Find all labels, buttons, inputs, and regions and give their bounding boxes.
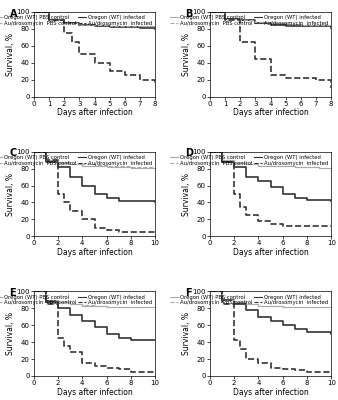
X-axis label: Days after infection: Days after infection [57, 248, 132, 257]
Y-axis label: Survival, %: Survival, % [6, 312, 15, 355]
Text: B: B [186, 9, 193, 19]
X-axis label: Days after infection: Days after infection [233, 388, 308, 396]
Text: F: F [186, 288, 192, 298]
Y-axis label: Survival, %: Survival, % [182, 172, 191, 216]
Y-axis label: Survival, %: Survival, % [182, 312, 191, 355]
Legend: Oregon (WT) PBS control, Au/drosomycin  PBS control, Oregon (WT) infected, Au/dr: Oregon (WT) PBS control, Au/drosomycin P… [170, 154, 329, 166]
Legend: Oregon (WT) PBS control, Au/drosomycin  PBS control, Oregon (WT) infected, Au/dr: Oregon (WT) PBS control, Au/drosomycin P… [170, 15, 329, 26]
X-axis label: Days after infection: Days after infection [57, 108, 132, 117]
Y-axis label: Survival, %: Survival, % [6, 172, 15, 216]
Legend: Oregon (WT) PBS control, Au/drosomycin  PBS control, Oregon (WT) infected, Au/dr: Oregon (WT) PBS control, Au/drosomycin P… [170, 294, 329, 306]
Legend: Oregon (WT) PBS control, Au/drosomycin  PBS control, Oregon (WT) infected, Au/dr: Oregon (WT) PBS control, Au/drosomycin P… [0, 294, 152, 306]
Legend: Oregon (WT) PBS control, Au/drosomycin  PBS control, Oregon (WT) infected, Au/dr: Oregon (WT) PBS control, Au/drosomycin P… [0, 154, 152, 166]
Text: A: A [9, 9, 17, 19]
Text: D: D [186, 148, 194, 158]
X-axis label: Days after infection: Days after infection [57, 388, 132, 396]
Legend: Oregon (WT) PBS control, Au/drosomycin  PBS control, Oregon (WT) infected, Au/dr: Oregon (WT) PBS control, Au/drosomycin P… [0, 15, 152, 26]
Text: C: C [9, 148, 17, 158]
Text: E: E [9, 288, 16, 298]
Y-axis label: Survival, %: Survival, % [6, 33, 15, 76]
Y-axis label: Survival, %: Survival, % [182, 33, 191, 76]
X-axis label: Days after infection: Days after infection [233, 108, 308, 117]
X-axis label: Days after infection: Days after infection [233, 248, 308, 257]
